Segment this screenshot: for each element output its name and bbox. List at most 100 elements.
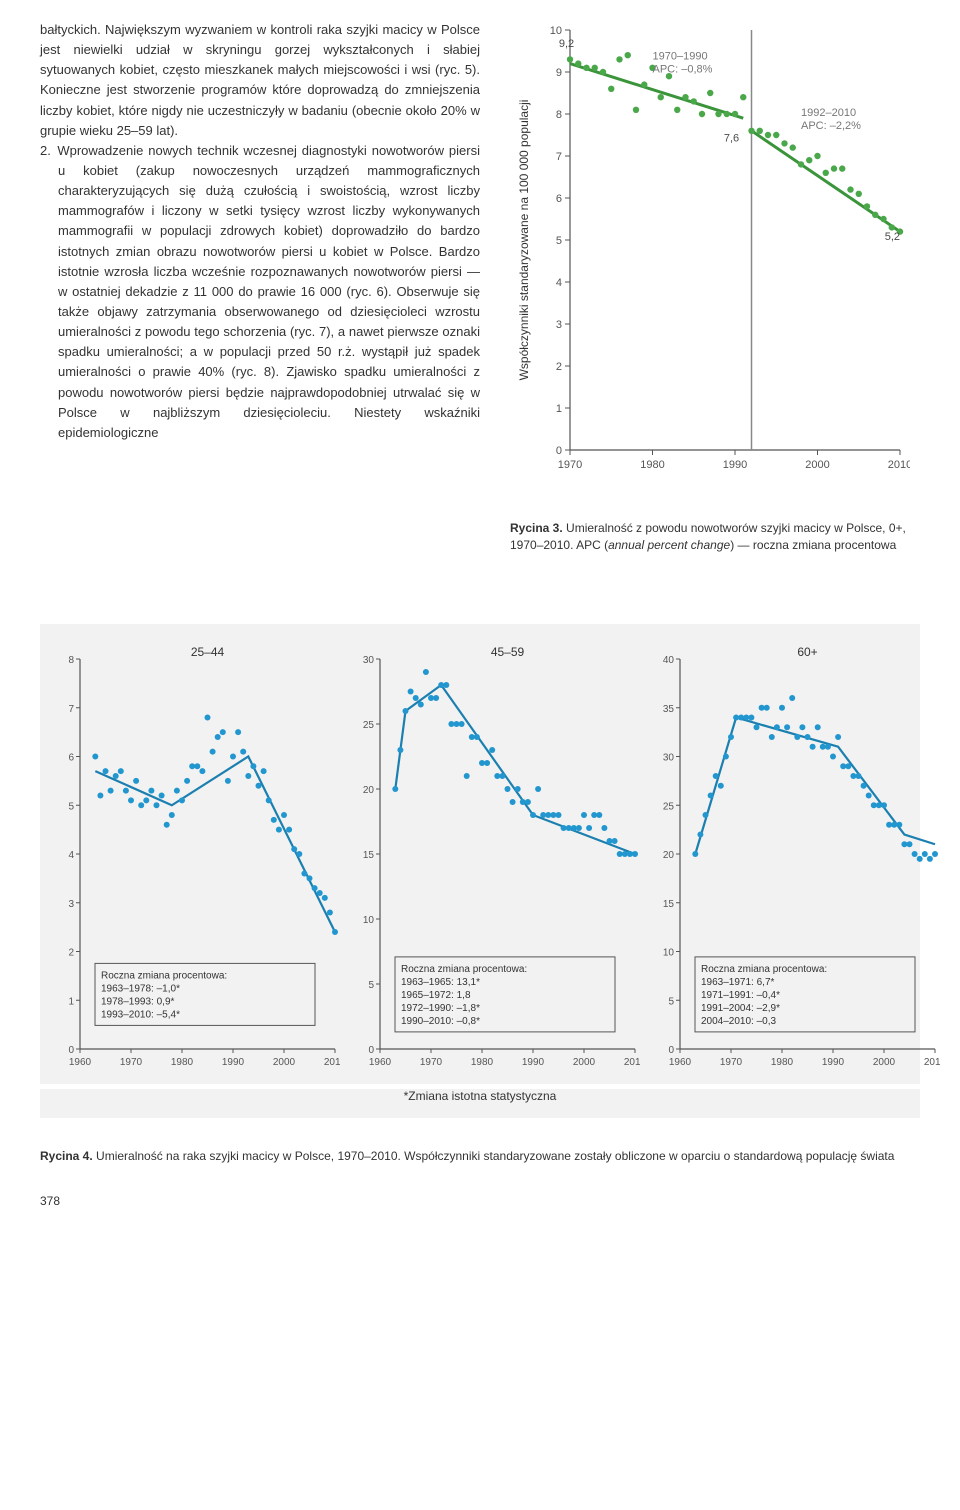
svg-text:1980: 1980 (640, 459, 664, 471)
svg-text:1993–2010: –5,4*: 1993–2010: –5,4* (101, 1009, 180, 1020)
svg-text:20: 20 (663, 850, 675, 861)
svg-text:Roczna zmiana procentowa:: Roczna zmiana procentowa: (101, 970, 227, 981)
svg-text:2000: 2000 (273, 1057, 296, 1068)
svg-text:3: 3 (68, 898, 74, 909)
svg-text:0: 0 (668, 1045, 674, 1056)
fig3-caption-italic: annual percent change (608, 538, 730, 552)
svg-text:5: 5 (68, 801, 74, 812)
svg-text:0: 0 (368, 1045, 374, 1056)
svg-text:2004–2010: –0,3: 2004–2010: –0,3 (701, 1015, 777, 1026)
svg-text:Roczna zmiana procentowa:: Roczna zmiana procentowa: (701, 963, 827, 974)
fig3-caption-bold: Rycina 3. (510, 521, 563, 535)
svg-text:1980: 1980 (771, 1057, 794, 1068)
svg-text:1990: 1990 (522, 1057, 545, 1068)
list-item-2: 2. Wprowadzenie nowych technik wczesnej … (40, 141, 480, 443)
figure4-panel: 45–5905101520253019601970198019902000201… (350, 644, 640, 1074)
svg-text:APC: –2,2%: APC: –2,2% (801, 120, 861, 132)
svg-text:9: 9 (556, 67, 562, 79)
svg-text:5: 5 (368, 980, 374, 991)
svg-text:1960: 1960 (669, 1057, 692, 1068)
svg-text:2000: 2000 (873, 1057, 896, 1068)
svg-text:1980: 1980 (171, 1057, 194, 1068)
svg-text:1970: 1970 (720, 1057, 743, 1068)
svg-text:1970–1990: 1970–1990 (653, 50, 708, 62)
svg-text:1963–1971: 6,7*: 1963–1971: 6,7* (701, 976, 775, 987)
svg-text:1971–1991: –0,4*: 1971–1991: –0,4* (701, 989, 780, 1000)
paragraph-1: bałtyckich. Największym wyzwaniem w kont… (40, 22, 480, 138)
figure-4-panels: 25–44012345678196019701980199020002010Ro… (40, 624, 920, 1084)
svg-text:4: 4 (68, 850, 74, 861)
top-section: bałtyckich. Największym wyzwaniem w kont… (40, 20, 920, 554)
svg-text:8: 8 (68, 655, 74, 666)
svg-text:2010: 2010 (888, 459, 910, 471)
svg-text:15: 15 (663, 898, 675, 909)
svg-text:1963–1978: –1,0*: 1963–1978: –1,0* (101, 983, 180, 994)
svg-text:40: 40 (663, 655, 675, 666)
svg-text:2010: 2010 (324, 1057, 340, 1068)
body-text-column: bałtyckich. Największym wyzwaniem w kont… (40, 20, 480, 554)
svg-text:2000: 2000 (573, 1057, 596, 1068)
svg-text:7: 7 (556, 151, 562, 163)
svg-text:9,2: 9,2 (559, 38, 574, 50)
fig4-caption-text: Umieralność na raka szyjki macicy w Pols… (93, 1149, 895, 1163)
svg-text:0: 0 (68, 1045, 74, 1056)
svg-text:1990: 1990 (723, 459, 747, 471)
svg-text:5: 5 (668, 996, 674, 1007)
svg-text:1963–1965: 13,1*: 1963–1965: 13,1* (401, 976, 480, 987)
svg-text:0: 0 (556, 445, 562, 457)
svg-text:1960: 1960 (69, 1057, 92, 1068)
svg-text:1970: 1970 (120, 1057, 143, 1068)
fig4-caption-bold: Rycina 4. (40, 1149, 93, 1163)
svg-text:1972–1990: –1,8*: 1972–1990: –1,8* (401, 1002, 480, 1013)
svg-text:1990: 1990 (222, 1057, 245, 1068)
svg-text:1980: 1980 (471, 1057, 494, 1068)
svg-text:7: 7 (68, 703, 74, 714)
svg-text:1990–2010: –0,8*: 1990–2010: –0,8* (401, 1015, 480, 1026)
figure4-panel: 25–44 0 1 2 3 4 5 6 7 8 1960 1970 1980 1990 2000 2010 Ro… (50, 644, 340, 1074)
svg-text:6: 6 (68, 752, 74, 763)
svg-text:5: 5 (556, 235, 562, 247)
svg-text:6: 6 (556, 193, 562, 205)
svg-text:15: 15 (363, 850, 375, 861)
svg-text:30: 30 (363, 655, 375, 666)
figure-3-caption: Rycina 3. Umieralność z powodu nowotworó… (510, 520, 920, 554)
svg-text:20: 20 (363, 785, 375, 796)
svg-text:1991–2004: –2,9*: 1991–2004: –2,9* (701, 1002, 780, 1013)
svg-text:35: 35 (663, 703, 675, 714)
svg-text:25–44: 25–44 (191, 645, 225, 659)
svg-text:8: 8 (556, 109, 562, 121)
svg-text:1960: 1960 (369, 1057, 392, 1068)
svg-text:Roczna zmiana procentowa:: Roczna zmiana procentowa: (401, 963, 527, 974)
svg-text:1: 1 (68, 996, 74, 1007)
svg-text:1: 1 (556, 403, 562, 415)
svg-text:1970: 1970 (558, 459, 582, 471)
svg-text:2010: 2010 (624, 1057, 640, 1068)
page-number: 378 (40, 1194, 920, 1208)
svg-text:5,2: 5,2 (885, 231, 900, 243)
figure4-panel: 60+0510152025303540196019701980199020002… (650, 644, 940, 1074)
svg-text:2: 2 (556, 361, 562, 373)
svg-text:1990: 1990 (822, 1057, 845, 1068)
page: bałtyckich. Największym wyzwaniem w kont… (0, 0, 960, 1238)
svg-text:2000: 2000 (805, 459, 829, 471)
svg-text:10: 10 (550, 25, 562, 37)
figure-4-footnote: *Zmiana istotna statystyczna (40, 1089, 920, 1118)
svg-text:APC: –0,8%: APC: –0,8% (653, 63, 713, 75)
svg-text:3: 3 (556, 319, 562, 331)
svg-text:1978–1993: 0,9*: 1978–1993: 0,9* (101, 996, 175, 1007)
svg-text:1965–1972: 1,8: 1965–1972: 1,8 (401, 989, 471, 1000)
svg-text:25: 25 (663, 801, 675, 812)
svg-text:Współczynniki standaryzowane n: Współczynniki standaryzowane na 100 000 … (517, 100, 531, 381)
svg-text:1970: 1970 (420, 1057, 443, 1068)
fig3-caption-text2: ) — roczna zmiana procentowa (730, 538, 896, 552)
svg-text:30: 30 (663, 752, 675, 763)
svg-text:60+: 60+ (797, 645, 817, 659)
svg-text:1992–2010: 1992–2010 (801, 107, 856, 119)
svg-text:10: 10 (363, 915, 375, 926)
figure-4-caption: Rycina 4. Umieralność na raka szyjki mac… (40, 1148, 920, 1165)
figure-3-chart: 01234567891019701980199020002010Współczy… (510, 20, 920, 500)
svg-text:7,6: 7,6 (724, 132, 739, 144)
svg-text:2010: 2010 (924, 1057, 940, 1068)
figure-3: 01234567891019701980199020002010Współczy… (510, 20, 920, 554)
svg-text:2: 2 (68, 947, 74, 958)
